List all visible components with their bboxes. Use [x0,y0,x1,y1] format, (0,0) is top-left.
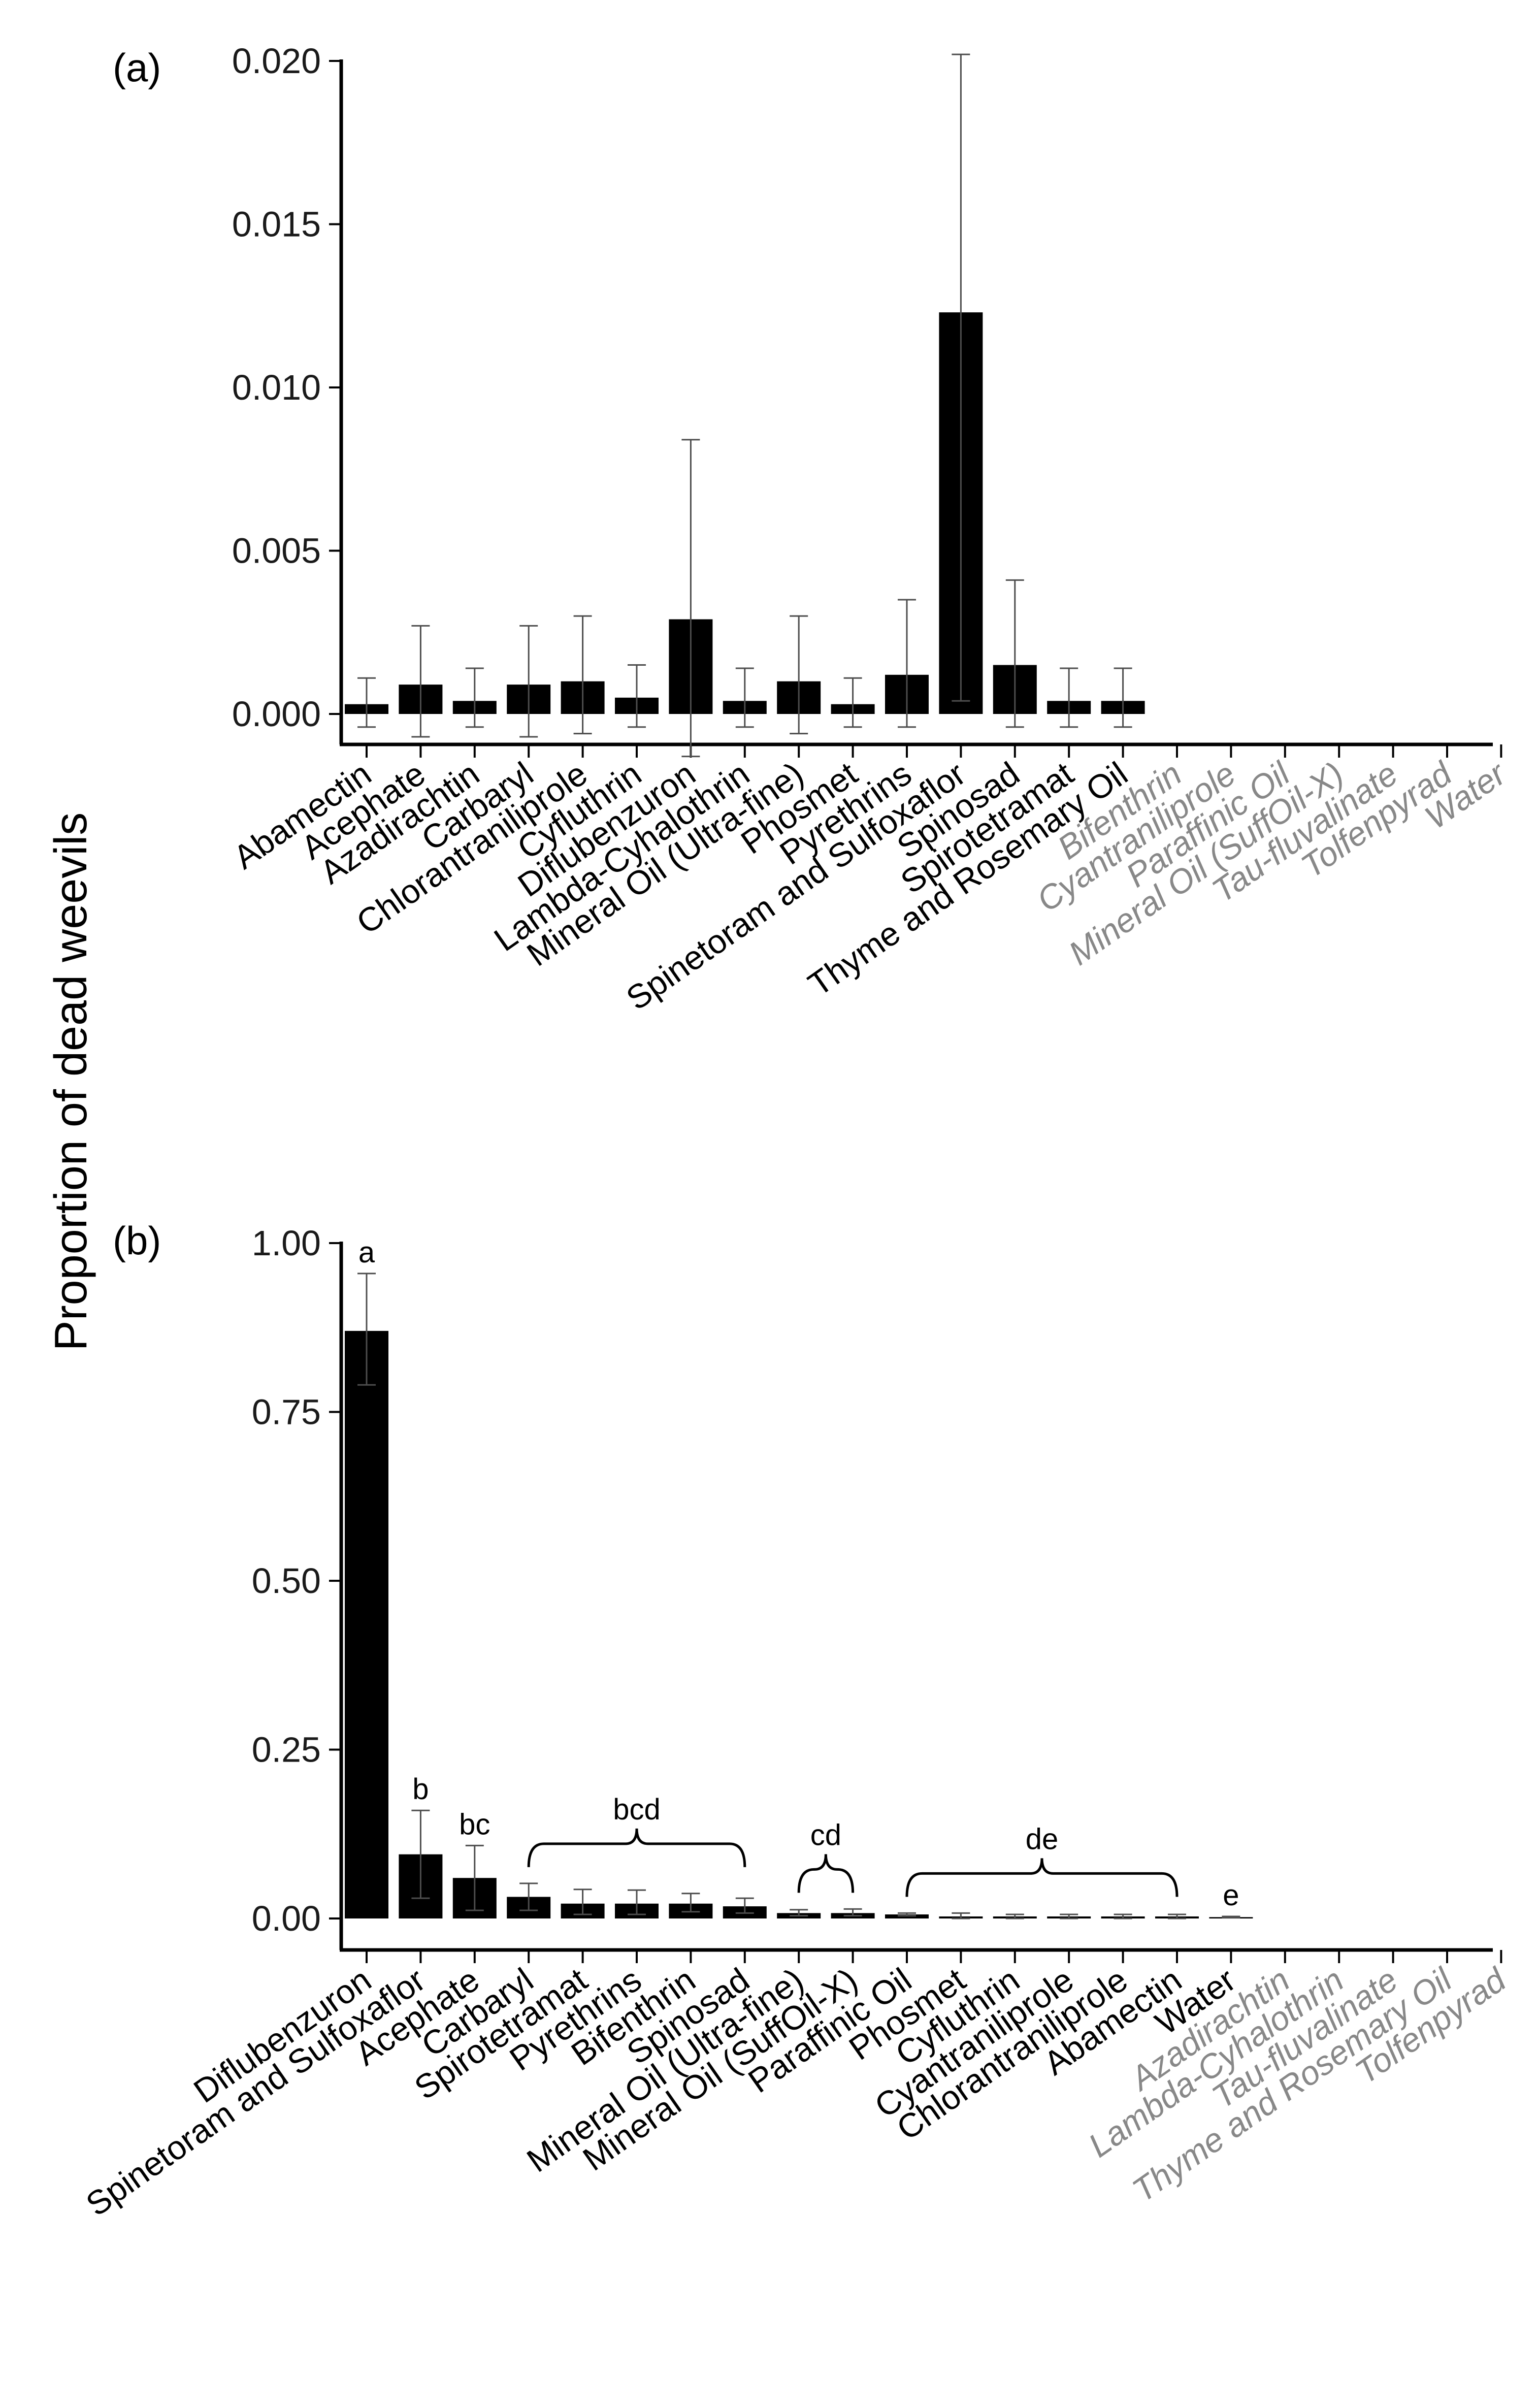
significance-brace [527,1828,746,1867]
significance-letter: e [1223,1879,1239,1912]
y-tick-label: 0.75 [252,1392,321,1432]
significance-brace [905,1858,1179,1897]
y-tick-label: 0.50 [252,1561,321,1601]
significance-letter: bcd [613,1793,661,1826]
y-axis-label: Proportion of dead weevils [46,812,96,1351]
significance-letter: de [1026,1823,1059,1856]
bar [345,1330,388,1918]
y-tick-label: 0.020 [232,41,321,81]
panel-label-a: (a) [113,45,161,90]
y-tick-label: 0.000 [232,694,321,734]
panel-label-b: (b) [113,1218,161,1263]
x-tick-label: Spinetoram and Sulfoxaflor [79,1961,432,2223]
y-tick-label: 1.00 [252,1223,321,1263]
significance-letter: b [412,1773,429,1806]
significance-brace [797,1854,855,1893]
y-tick-label: 0.00 [252,1899,321,1938]
y-tick-label: 0.015 [232,205,321,244]
significance-letter: bc [459,1808,490,1841]
y-tick-label: 0.010 [232,368,321,407]
y-tick-label: 0.005 [232,531,321,571]
y-tick-label: 0.25 [252,1730,321,1770]
significance-letter: cd [810,1818,841,1851]
chart-panel-b: 0.000.250.500.751.00DiflubenzuronSpineto… [79,1223,1513,2223]
chart-panel-a: 0.0000.0050.0100.0150.020AbamectinAcepha… [226,41,1514,1017]
significance-letter: a [358,1236,375,1269]
